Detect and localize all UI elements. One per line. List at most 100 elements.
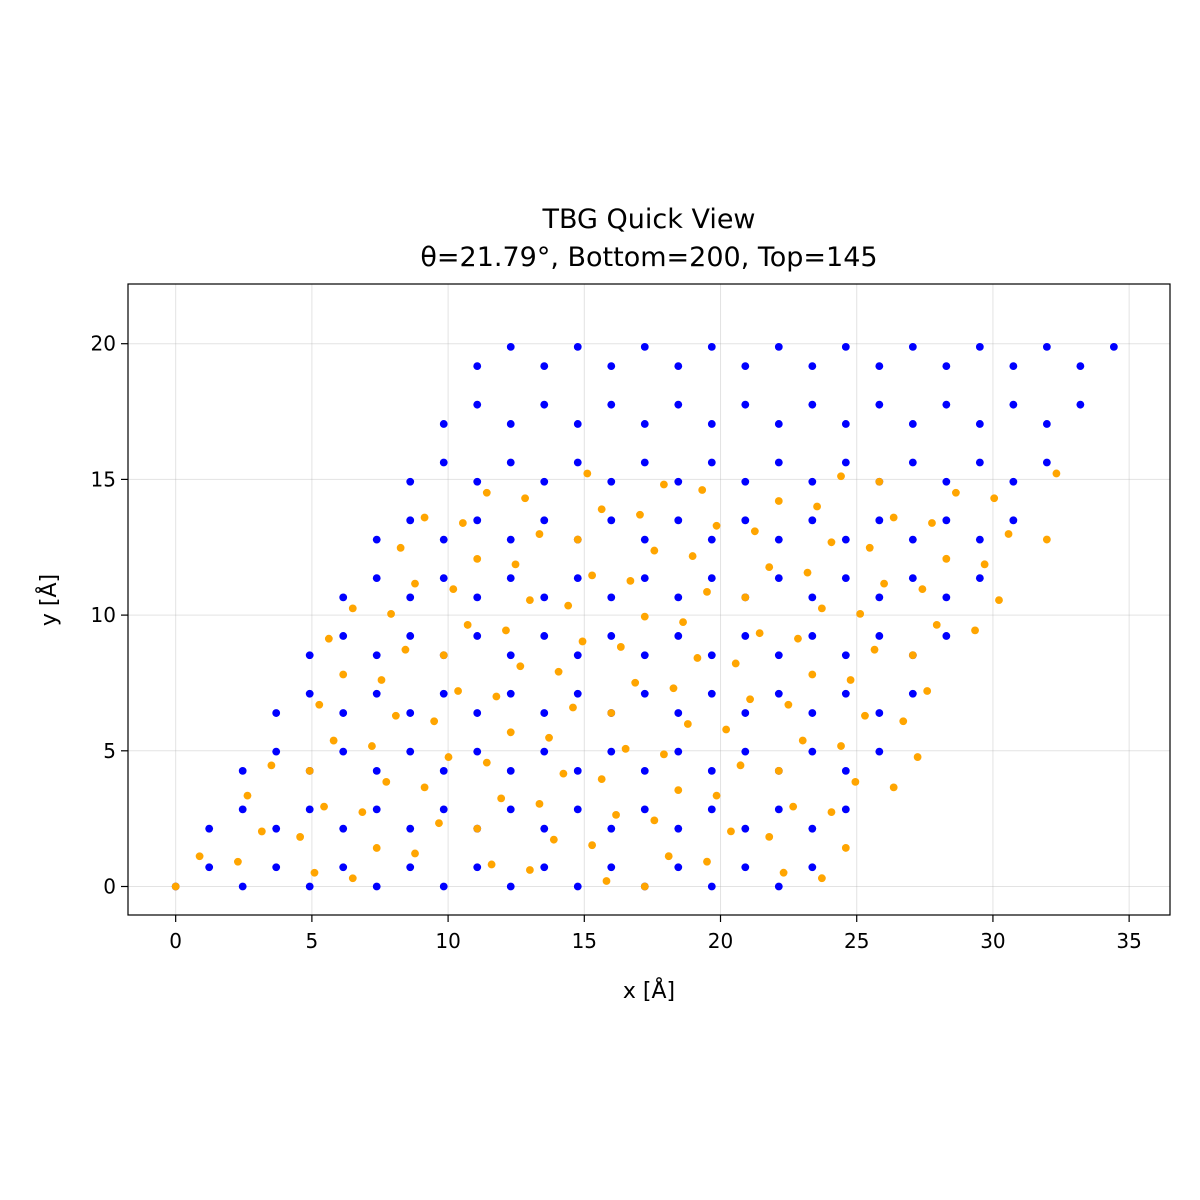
bottom-layer-atom xyxy=(640,574,649,583)
top-layer-atom xyxy=(324,634,333,643)
y-tick-label: 20 xyxy=(91,332,116,356)
bottom-layer-atom xyxy=(975,458,984,467)
bottom-layer-atom xyxy=(305,805,314,814)
top-layer-atom xyxy=(597,775,606,784)
bottom-layer-atom xyxy=(707,535,716,544)
axis-ticks: 0 5 10 15 20 25 30 35 0 5 10 15 20 xyxy=(91,332,1142,953)
top-layer-atom xyxy=(391,711,400,720)
y-tick-label: 0 xyxy=(103,875,116,899)
bottom-layer-atom xyxy=(841,689,850,698)
top-layer-atom xyxy=(243,791,252,800)
bottom-layer-atom xyxy=(506,420,515,428)
bottom-layer-atom xyxy=(272,863,281,872)
bottom-layer-atom xyxy=(540,593,549,602)
bottom-layer-atom xyxy=(674,362,683,371)
top-layer-atom xyxy=(712,791,721,800)
bottom-layer-atom xyxy=(841,574,850,583)
top-layer-atom xyxy=(195,852,204,861)
top-layer-atom xyxy=(535,530,544,538)
top-layer-atom xyxy=(1004,530,1013,538)
bottom-layer-atom xyxy=(875,632,884,640)
x-tick-label: 10 xyxy=(435,929,460,953)
top-layer-atom xyxy=(817,874,826,883)
bottom-layer-atom xyxy=(942,632,951,640)
top-layer-atom xyxy=(856,609,865,618)
top-layer-atom xyxy=(482,488,491,497)
top-layer-atom xyxy=(171,882,180,891)
top-layer-atom xyxy=(473,824,482,833)
bottom-layer-atom xyxy=(942,516,951,525)
bottom-layer-atom xyxy=(439,574,448,583)
x-tick-label: 5 xyxy=(306,929,319,953)
bottom-layer-atom xyxy=(942,400,951,409)
top-layer-atom xyxy=(923,687,932,695)
bottom-layer-atom xyxy=(272,747,281,756)
bottom-layer-atom xyxy=(607,863,616,872)
top-layer-atom xyxy=(765,563,774,571)
top-layer-atom xyxy=(640,612,649,621)
bottom-layer-atom xyxy=(1009,516,1018,525)
bottom-layer-atom xyxy=(908,535,917,544)
bottom-layer-atom xyxy=(272,824,281,833)
bottom-layer-atom xyxy=(506,882,515,891)
bottom-layer-atom xyxy=(975,420,984,428)
top-layer-atom xyxy=(875,477,884,486)
top-layer-atom xyxy=(315,700,324,709)
bottom-layer-atom xyxy=(473,477,482,486)
bottom-layer-atom xyxy=(707,342,716,351)
top-layer-atom xyxy=(564,601,573,610)
bottom-layer-atom xyxy=(540,747,549,756)
bottom-layer-atom xyxy=(1009,477,1018,486)
top-layer-atom xyxy=(602,877,611,885)
top-layer-atom xyxy=(435,819,443,828)
bottom-layer-atom xyxy=(573,689,582,698)
bottom-layer-atom xyxy=(607,824,616,833)
top-layer-atom xyxy=(377,676,386,684)
top-layer-atom xyxy=(851,777,860,786)
top-layer-atom xyxy=(703,587,711,596)
bottom-layer-atom xyxy=(406,477,415,486)
bottom-layer-atom xyxy=(741,709,750,717)
top-layer-atom xyxy=(583,469,592,478)
top-layer-atom xyxy=(750,527,759,536)
top-layer-atom xyxy=(597,505,606,514)
bottom-layer-atom xyxy=(473,362,482,371)
top-layer-atom xyxy=(545,733,553,742)
bottom-layer-atom xyxy=(808,632,817,640)
bottom-layer-atom xyxy=(908,574,917,583)
bottom-layer-atom xyxy=(841,766,850,775)
bottom-layer-atom xyxy=(506,535,515,544)
bottom-layer-atom xyxy=(573,651,582,660)
top-layer-atom xyxy=(621,744,630,753)
bottom-layer-atom xyxy=(741,516,750,525)
bottom-layer-atom xyxy=(607,516,616,525)
top-layer-atom xyxy=(382,777,391,786)
bottom-layer-atom xyxy=(540,632,549,640)
top-layer-atom xyxy=(497,794,506,803)
bottom-layer-atom xyxy=(1042,458,1051,467)
top-layer-atom xyxy=(712,521,721,530)
top-layer-atom xyxy=(660,750,668,759)
bottom-layer-atom xyxy=(875,593,884,602)
x-axis-label: x [Å] xyxy=(623,977,675,1004)
top-layer-atom xyxy=(817,604,826,613)
top-layer-atom xyxy=(401,645,410,654)
bottom-layer-atom xyxy=(707,458,716,467)
bottom-layer-atom xyxy=(540,709,549,717)
bottom-layer-atom xyxy=(707,420,716,428)
bottom-layer-atom xyxy=(607,632,616,640)
bottom-layer-atom xyxy=(372,535,381,544)
top-layer-atom xyxy=(492,692,501,701)
top-layer-atom xyxy=(727,827,735,836)
top-layer-atom xyxy=(918,585,927,594)
bottom-layer-atom xyxy=(908,342,917,351)
y-axis-label: y [Å] xyxy=(35,574,62,626)
bottom-layer-atom xyxy=(707,689,716,698)
bottom-layer-atom xyxy=(607,747,616,756)
top-layer-atom xyxy=(305,766,314,775)
bottom-layer-atom xyxy=(841,535,850,544)
bottom-layer-atom xyxy=(741,632,750,640)
y-tick-label: 15 xyxy=(91,467,116,491)
bottom-layer-atom xyxy=(339,632,348,640)
